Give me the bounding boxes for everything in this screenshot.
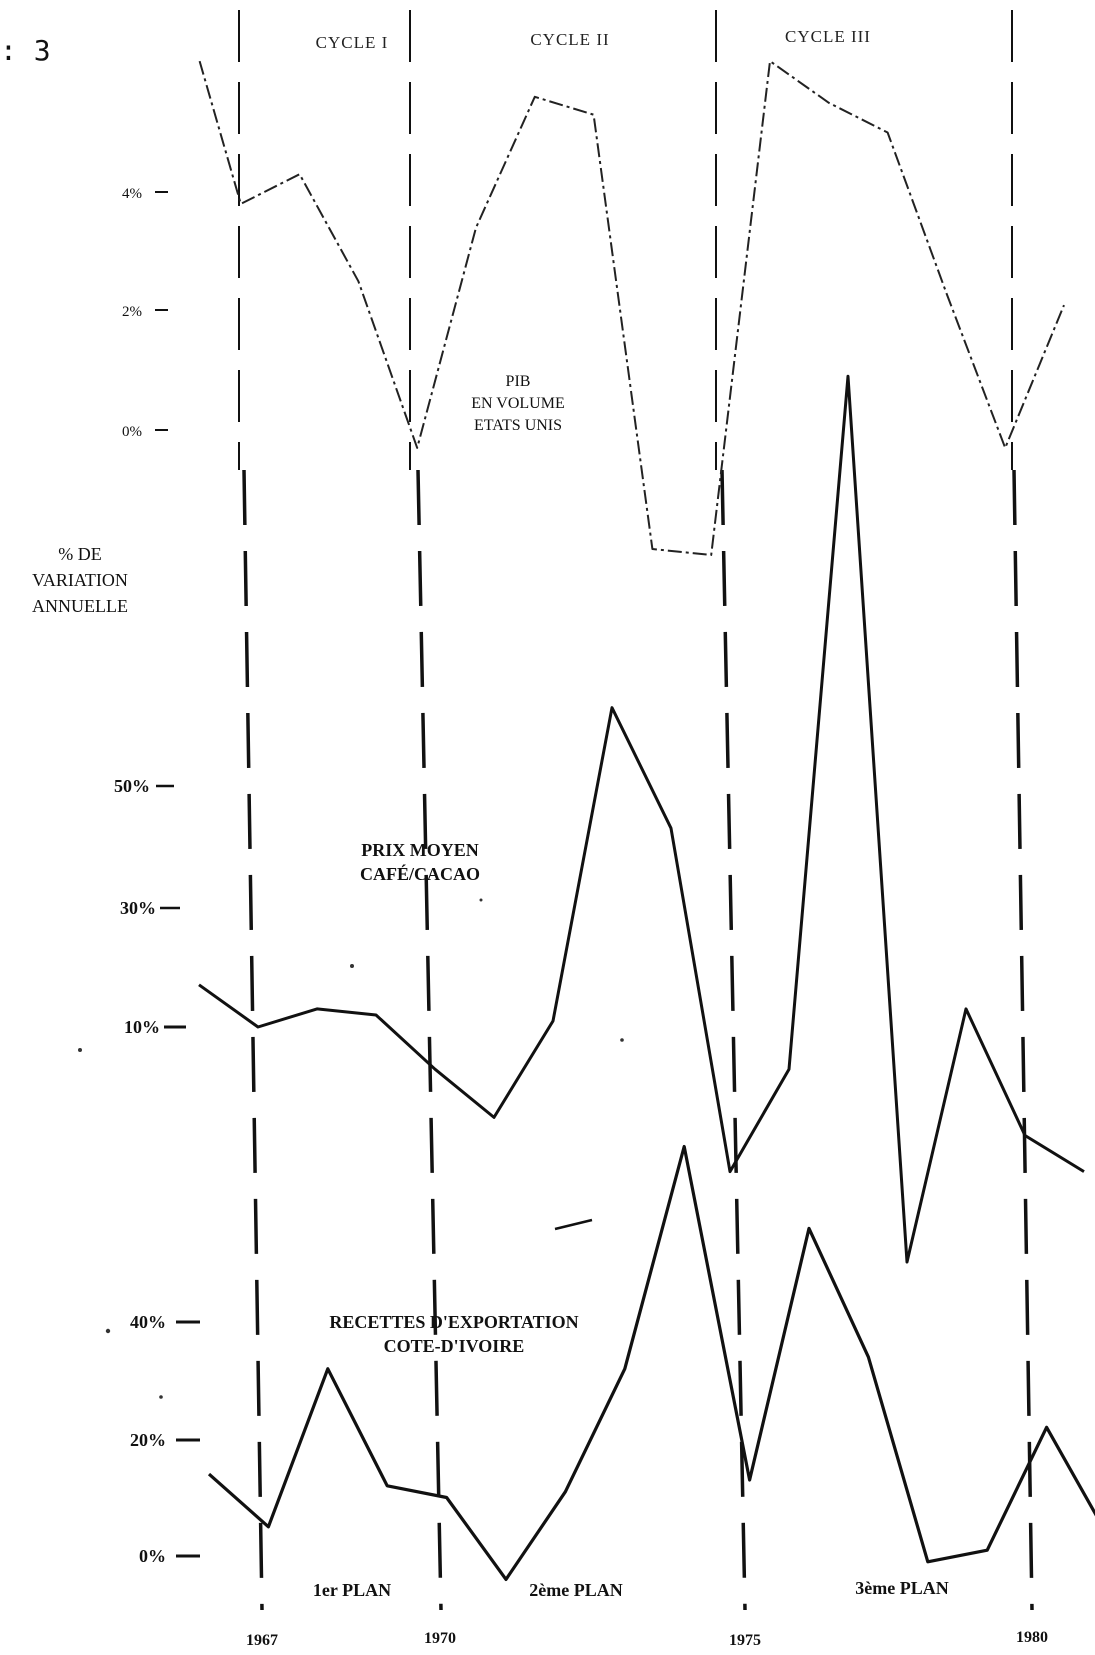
year-guides xyxy=(242,469,1034,1611)
plan-label-2: 2ème PLAN xyxy=(529,1580,622,1600)
y-axis-title-line-1: % DE xyxy=(58,544,102,564)
plan-label-3: 3ème PLAN xyxy=(855,1578,948,1598)
pib-y-axis: 4% 2% 0% xyxy=(122,186,168,440)
pib-tick-label-4: 4% xyxy=(122,186,142,202)
prix-label-line-2: CAFÉ/CACAO xyxy=(360,863,480,884)
speckle xyxy=(78,1048,82,1052)
speckle xyxy=(350,964,354,968)
recettes-series-label: RECETTES D'EXPORTATION COTE-D'IVOIRE xyxy=(329,1312,578,1356)
prix-tick-label-10: 10% xyxy=(124,1017,160,1037)
recettes-label-line-1: RECETTES D'EXPORTATION xyxy=(329,1312,578,1332)
prix-label-line-1: PRIX MOYEN xyxy=(361,840,479,860)
cycle-separators xyxy=(238,10,1013,470)
speckle xyxy=(479,898,483,902)
cycle-label-2: CYCLE II xyxy=(530,30,609,49)
prix-series-line xyxy=(198,374,1085,1264)
year-label-1980: 1980 xyxy=(1016,1629,1048,1646)
recettes-tick-label-20: 20% xyxy=(130,1430,166,1450)
prix-tick-label-50: 50% xyxy=(114,776,150,796)
speckle xyxy=(159,1395,163,1399)
plan-label-1: 1er PLAN xyxy=(313,1580,391,1600)
y-axis-title-line-3: ANNUELLE xyxy=(32,596,128,616)
recettes-series-line xyxy=(207,1144,1095,1582)
recettes-tick-label-0: 0% xyxy=(139,1546,166,1566)
pib-tick-label-2: 2% xyxy=(122,304,142,320)
year-guide-1975 xyxy=(720,469,747,1611)
year-guide-1970 xyxy=(416,469,443,1611)
prix-series-label: PRIX MOYEN CAFÉ/CACAO xyxy=(360,840,480,884)
prix-y-axis: 50% 30% 10% xyxy=(114,776,186,1037)
year-label-1967: 1967 xyxy=(246,1632,278,1649)
speckle xyxy=(105,1328,111,1334)
pib-label-line-3: ETATS UNIS xyxy=(474,417,562,434)
y-axis-title: % DE VARIATION ANNUELLE xyxy=(32,544,128,616)
series-points xyxy=(199,61,1095,1580)
prix-tick-label-30: 30% xyxy=(120,898,156,918)
year-guide-1980 xyxy=(1012,469,1034,1611)
recettes-label-line-2: COTE-D'IVOIRE xyxy=(384,1336,525,1356)
pib-series-line xyxy=(198,60,1065,556)
y-axis-title-line-2: VARIATION xyxy=(32,570,128,590)
pib-tick-label-0: 0% xyxy=(122,424,142,440)
pib-series-label: PIB EN VOLUME ETATS UNIS xyxy=(471,373,564,434)
year-guide-1967 xyxy=(242,469,264,1611)
pib-label-line-1: PIB xyxy=(506,373,531,390)
recettes-y-axis: 40% 20% 0% xyxy=(130,1312,200,1566)
scan-mark xyxy=(554,1218,593,1231)
scan-speckles xyxy=(78,898,624,1399)
year-label-1970: 1970 xyxy=(424,1630,456,1647)
recettes-tick-label-40: 40% xyxy=(130,1312,166,1332)
pib-label-line-2: EN VOLUME xyxy=(471,395,564,412)
speckle xyxy=(620,1038,624,1042)
year-label-1975: 1975 xyxy=(729,1632,761,1649)
cycle-label-3: CYCLE III xyxy=(785,27,871,46)
figure-label: : 3 xyxy=(0,34,51,67)
cycle-label-1: CYCLE I xyxy=(316,33,389,52)
